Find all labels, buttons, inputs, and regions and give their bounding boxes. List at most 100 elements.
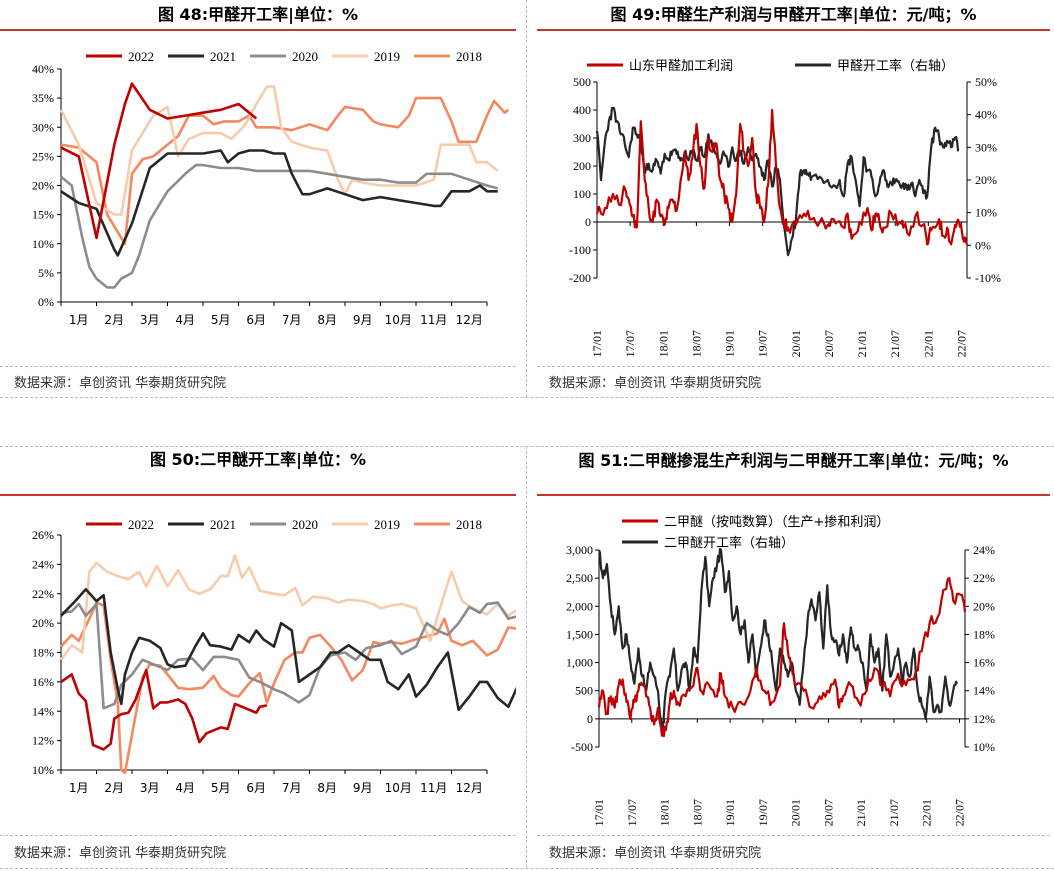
fig50-x-tick-label-4: 5月 <box>211 781 231 795</box>
fig51-y-tick-label-7: 3,000 <box>566 543 593 557</box>
fig50-y-tick-label-6: 22% <box>32 587 54 601</box>
fig51-y-tick-label-3: 1,000 <box>566 656 593 670</box>
figure-49-panel: 图 49:甲醛生产利润与甲醛开工率|单位：元/吨；% -200 -100 0 100 2… <box>537 0 1050 397</box>
fig50-x-tick-label-9: 10月 <box>385 781 412 795</box>
fig51-y2-tick-label-4: 18% <box>973 627 995 641</box>
fig48-series-2020-line <box>60 163 499 289</box>
fig51-x-tick-label-3: 18/07 <box>690 799 704 826</box>
fig50-x-tick-label-7: 8月 <box>317 781 337 795</box>
fig48-x-tick-label-8: 9月 <box>353 313 373 327</box>
fig49-x-tick-label-2: 18/01 <box>656 330 670 357</box>
fig51-y-tick-label-6: 2,500 <box>566 571 593 585</box>
fig51-x-tick-label-7: 20/07 <box>821 799 835 826</box>
fig49-y2-tick-label-0: -10% <box>975 271 1001 285</box>
column-divider-bottom <box>526 446 527 868</box>
panel-50-top-divider <box>0 446 1054 447</box>
fig48-y-tick-label-1: 5% <box>38 266 54 280</box>
fig51-x-tick-label-8: 21/01 <box>854 799 868 826</box>
fig51-y2-tick-label-7: 24% <box>973 543 995 557</box>
fig51-y2-tick-label-3: 16% <box>973 656 995 670</box>
figure-48-source: 数据来源：卓创资讯 华泰期货研究院 <box>14 376 227 391</box>
figure-49-chart: -200 -100 0 100 200 300 400 500 -10% 0% 10% 20% 30% 4… <box>569 58 1001 357</box>
fig51-x-tick-label-9: 21/07 <box>887 799 901 826</box>
fig50-y-tick-label-1: 12% <box>32 734 54 748</box>
figure-49-title: 图 49:甲醛生产利润与甲醛开工率|单位：元/吨；% <box>610 5 977 24</box>
fig51-y-tick-label-4: 1,500 <box>566 627 593 641</box>
fig51-x-tick-label-0: 17/01 <box>592 799 606 826</box>
figure-50-title: 图 50:二甲醚开工率|单位：% <box>149 450 367 469</box>
fig49-x-tick-label-9: 21/07 <box>888 330 902 357</box>
fig50-series-2020-line <box>60 601 516 710</box>
fig49-x-tick-label-1: 17/07 <box>623 330 637 357</box>
fig49-y2-tick-label-5: 40% <box>975 108 997 122</box>
bottom-divider <box>0 868 1054 869</box>
fig49-y-tick-label-4: 200 <box>573 159 591 173</box>
figure-51-chart: -500 0 500 1,000 1,500 2,000 2,500 3,000 10% 12% 1… <box>566 514 995 826</box>
fig50-y-tick-label-7: 24% <box>32 557 54 571</box>
fig49-y-tick-label-0: -200 <box>569 271 591 285</box>
fig48-legend-label-4: 2018 <box>456 49 482 64</box>
figure-49-source: 数据来源：卓创资讯 华泰期货研究院 <box>549 376 762 391</box>
fig51-y2-tick-label-6: 22% <box>973 571 995 585</box>
fig50-legend-label-3: 2019 <box>374 517 400 532</box>
fig51-x-tick-label-10: 22/01 <box>920 799 934 826</box>
fig50-legend-label-0: 2022 <box>128 517 154 532</box>
fig49-y2-tick-label-1: 0% <box>975 238 991 252</box>
fig48-x-tick-label-0: 1月 <box>69 313 89 327</box>
fig51-y-tick-label-2: 500 <box>575 684 593 698</box>
figure-50-panel: 图 50:二甲醚开工率|单位：% 10% 12% 14% 16% 18% 20% 22% 24… <box>0 446 516 868</box>
figure-51-source: 数据来源：卓创资讯 华泰期货研究院 <box>549 846 762 861</box>
fig51-series-profit-line <box>597 577 967 738</box>
fig51-y2-tick-label-5: 20% <box>973 599 995 613</box>
fig48-y-tick-label-3: 15% <box>32 208 54 222</box>
fig48-x-tick-label-7: 8月 <box>317 313 337 327</box>
fig49-x-tick-label-8: 21/01 <box>855 330 869 357</box>
fig51-series-rate-line <box>597 547 959 734</box>
fig49-x-tick-label-0: 17/01 <box>590 330 604 357</box>
fig48-x-tick-label-3: 4月 <box>175 313 195 327</box>
figure-51-title: 图 51:二甲醚掺混生产利润与二甲醚开工率|单位：元/吨；% <box>578 451 1009 470</box>
fig51-x-tick-label-6: 20/01 <box>789 799 803 826</box>
fig50-x-tick-label-3: 4月 <box>175 781 195 795</box>
fig51-x-tick-label-1: 17/07 <box>625 799 639 826</box>
fig49-x-tick-label-7: 20/07 <box>822 330 836 357</box>
fig48-y-tick-label-7: 35% <box>32 91 54 105</box>
fig48-x-tick-label-6: 7月 <box>282 313 302 327</box>
fig51-x-tick-label-4: 19/01 <box>723 799 737 826</box>
fig50-y-tick-label-2: 14% <box>32 704 54 718</box>
fig49-y2-tick-label-6: 50% <box>975 75 997 89</box>
fig50-x-tick-label-8: 9月 <box>353 781 373 795</box>
figure-49-source-divider <box>537 366 1050 367</box>
column-divider-top <box>526 0 527 397</box>
fig50-series-2021-line <box>60 588 516 712</box>
fig50-x-tick-label-10: 11月 <box>420 781 447 795</box>
fig51-x-tick-label-2: 18/01 <box>658 799 672 826</box>
fig50-series-2022-line <box>60 668 268 751</box>
fig49-y-tick-label-6: 400 <box>573 103 591 117</box>
fig51-legend-label-0: 二甲醚（按吨数算）（生产+掺和利润） <box>664 514 889 530</box>
fig50-series-2019-line <box>59 554 516 661</box>
fig50-y-tick-label-4: 18% <box>32 646 54 660</box>
fig50-x-tick-label-1: 2月 <box>104 781 124 795</box>
figure-50-chart: 10% 12% 14% 16% 18% 20% 22% 24% 26% 1月 2月 3月 4月 5月 6月 7… <box>32 517 516 795</box>
fig48-x-tick-label-5: 6月 <box>246 313 266 327</box>
fig50-y-tick-label-5: 20% <box>32 616 54 630</box>
fig50-series-2018-line <box>60 601 516 775</box>
figure-51-source-divider <box>537 835 1050 836</box>
fig48-x-tick-label-2: 3月 <box>140 313 160 327</box>
figure-49-title-rule <box>537 29 1050 31</box>
fig48-x-tick-label-9: 10月 <box>385 313 412 327</box>
figure-51-panel: 图 51:二甲醚掺混生产利润与二甲醚开工率|单位：元/吨；% -500 0 500 1… <box>537 446 1050 868</box>
fig51-y2-tick-label-0: 10% <box>973 740 995 754</box>
fig49-y-tick-label-3: 100 <box>573 187 591 201</box>
fig50-y-tick-label-0: 10% <box>32 763 54 777</box>
fig48-x-tick-label-1: 2月 <box>104 313 124 327</box>
fig48-series-2019-line <box>59 85 499 216</box>
fig49-x-tick-label-11: 22/07 <box>954 330 968 357</box>
fig49-series-profit-line <box>595 108 969 246</box>
fig48-series-2022-line <box>60 82 258 240</box>
fig49-y-tick-label-2: 0 <box>585 215 591 229</box>
fig49-y2-tick-label-3: 20% <box>975 173 997 187</box>
fig49-x-tick-label-3: 18/07 <box>689 330 703 357</box>
fig48-y-tick-label-6: 30% <box>32 120 54 134</box>
